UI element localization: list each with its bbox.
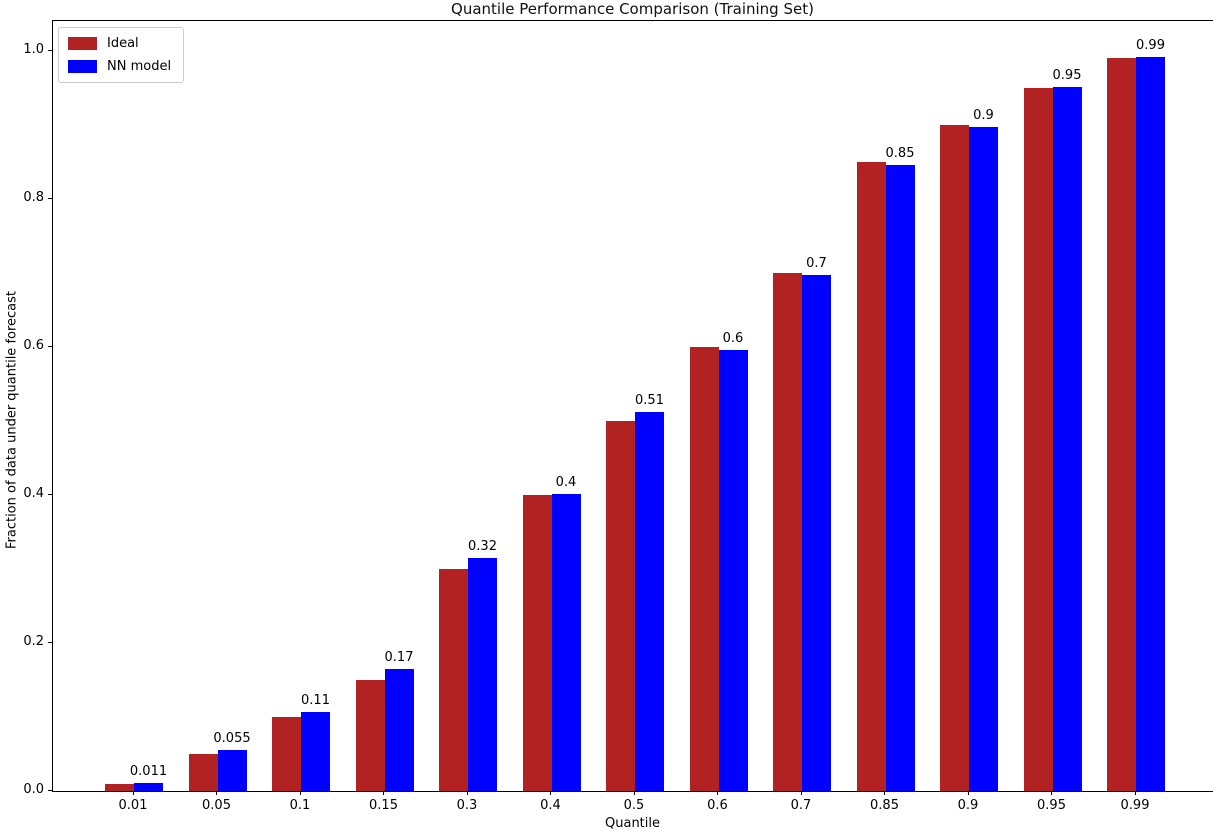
- bar-nn-model-0.95: [1052, 87, 1082, 791]
- bar-nn-model-0.3: [468, 558, 497, 791]
- y-tick-label: 0.6: [23, 338, 44, 353]
- x-tick-label: 0.05: [202, 798, 231, 813]
- y-tick-mark: [48, 790, 52, 791]
- bar-value-label: 0.99: [1136, 38, 1165, 53]
- bar-nn-model-0.85: [885, 165, 915, 791]
- legend-item-ideal: Ideal: [68, 36, 171, 51]
- x-tick-label: 0.85: [870, 798, 899, 813]
- bar-value-label: 0.9: [973, 108, 994, 123]
- legend-patch-ideal-icon: [68, 37, 97, 50]
- y-tick-label: 1.0: [23, 42, 44, 57]
- x-tick-mark: [1051, 791, 1052, 795]
- y-tick-label: 0.0: [23, 782, 44, 797]
- y-tick-label: 0.4: [23, 486, 44, 501]
- legend-label-nn-model: NN model: [107, 59, 172, 74]
- bar-ideal-0.15: [355, 680, 385, 791]
- bar-value-label: 0.17: [384, 650, 414, 665]
- x-tick-mark: [800, 791, 802, 795]
- bar-nn-model-0.7: [802, 275, 831, 791]
- x-tick-mark: [550, 791, 551, 795]
- y-tick-mark: [48, 642, 52, 643]
- legend-patch-nn-model-icon: [68, 60, 97, 73]
- y-tick-mark: [48, 346, 52, 347]
- y-tick-mark: [48, 50, 52, 51]
- bar-nn-model-0.05: [217, 750, 247, 791]
- bar-value-label: 0.011: [129, 764, 168, 779]
- x-tick-mark: [132, 791, 134, 795]
- x-tick-mark: [383, 791, 384, 795]
- x-tick-label: 0.3: [456, 798, 478, 813]
- y-tick-mark: [48, 198, 52, 199]
- x-tick-label: 0.1: [289, 798, 311, 813]
- x-tick-mark: [633, 791, 635, 795]
- bar-value-label: 0.85: [885, 146, 915, 161]
- plot-area: 0.011 0.055 0.11 0.17 0.32 0.4 0.51 0.6 0.7 0.85 0…: [52, 20, 1213, 792]
- x-tick-mark: [466, 791, 468, 795]
- legend: Ideal NN model: [58, 27, 185, 83]
- x-tick-mark: [967, 791, 969, 795]
- x-tick-label: 0.01: [118, 798, 148, 813]
- bar-ideal-0.85: [856, 162, 886, 791]
- y-tick-label: 0.8: [23, 190, 44, 205]
- y-axis-label: Fraction of data under quantile forecast: [4, 290, 20, 550]
- x-tick-label: 0.9: [957, 798, 979, 813]
- bar-nn-model-0.01: [134, 783, 163, 791]
- x-tick-label: 0.6: [707, 798, 728, 813]
- bar-value-label: 0.055: [213, 731, 251, 746]
- bar-ideal-0.5: [606, 421, 635, 791]
- bar-nn-model-0.5: [635, 412, 664, 791]
- x-tick-label: 0.5: [623, 798, 645, 813]
- bar-ideal-0.6: [689, 347, 719, 791]
- bar-value-label: 0.4: [555, 475, 577, 490]
- chart-title: Quantile Performance Comparison (Trainin…: [451, 0, 814, 18]
- bar-value-label: 0.7: [806, 256, 827, 271]
- bar-ideal-0.9: [940, 125, 969, 791]
- bar-ideal-0.01: [105, 784, 134, 791]
- bar-value-label: 0.32: [468, 539, 497, 554]
- bar-nn-model-0.9: [969, 127, 998, 791]
- bar-value-label: 0.95: [1052, 68, 1082, 83]
- bar-nn-model-0.6: [718, 350, 748, 791]
- bar-ideal-0.95: [1023, 88, 1053, 791]
- y-tick-mark: [48, 494, 52, 495]
- bar-ideal-0.3: [439, 569, 468, 791]
- bar-value-label: 0.6: [722, 331, 744, 346]
- bar-nn-model-0.15: [384, 669, 414, 791]
- x-tick-mark: [717, 791, 718, 795]
- x-tick-mark: [216, 791, 217, 795]
- x-axis-label: Quantile: [605, 816, 660, 831]
- x-tick-label: 0.7: [790, 798, 812, 813]
- bar-nn-model-0.99: [1136, 57, 1165, 791]
- x-tick-label: 0.99: [1120, 798, 1150, 813]
- legend-item-nn-model: NN model: [68, 59, 171, 74]
- bar-ideal-0.4: [522, 495, 552, 791]
- bar-nn-model-0.1: [301, 712, 330, 791]
- x-tick-mark: [299, 791, 301, 795]
- bar-value-label: 0.51: [635, 393, 664, 408]
- bar-ideal-0.99: [1107, 58, 1136, 791]
- bar-ideal-0.05: [188, 754, 218, 791]
- y-tick-label: 0.2: [23, 634, 44, 649]
- bar-nn-model-0.4: [551, 494, 581, 791]
- bar-ideal-0.7: [773, 273, 802, 791]
- bar-ideal-0.1: [272, 717, 301, 791]
- bar-value-label: 0.11: [301, 693, 330, 708]
- x-tick-mark: [1134, 791, 1136, 795]
- x-tick-label: 0.4: [540, 798, 561, 813]
- legend-label-ideal: Ideal: [107, 36, 139, 51]
- x-tick-mark: [884, 791, 885, 795]
- x-tick-label: 0.95: [1037, 798, 1066, 813]
- x-tick-label: 0.15: [369, 798, 398, 813]
